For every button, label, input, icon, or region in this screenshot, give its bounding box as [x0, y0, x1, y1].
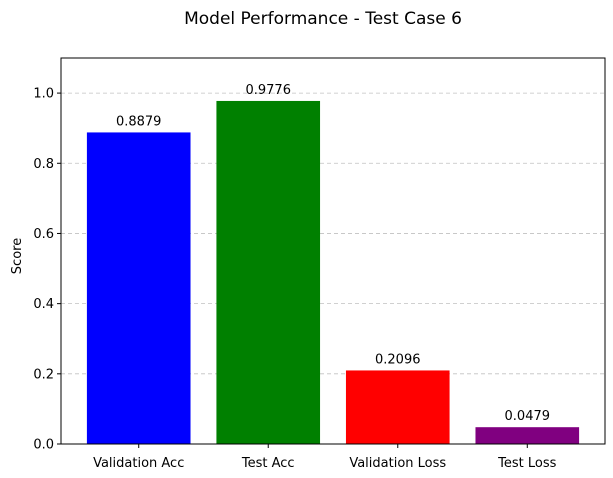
y-tick-label: 0.4 [33, 297, 54, 312]
y-tick-label: 0.2 [33, 367, 54, 382]
bar [86, 132, 191, 445]
bar-labels-group: 0.8879 0.9776 0.2096 0.0479 [116, 83, 550, 424]
x-axis: Validation Acc Test Acc Validation Loss Tes… [93, 444, 557, 471]
bar-value-label: 0.9776 [245, 83, 291, 98]
y-tick-label: 1.0 [33, 87, 54, 102]
y-tick-label: 0.8 [33, 157, 54, 172]
y-tick-label: 0.6 [33, 227, 54, 242]
x-tick-label: Test Acc [241, 456, 295, 471]
x-tick-label: Validation Acc [93, 456, 184, 471]
y-axis-label: Score [10, 238, 25, 274]
bar-value-label: 0.2096 [375, 352, 421, 367]
bar-value-label: 0.0479 [505, 409, 551, 424]
chart-title: Model Performance - Test Case 6 [184, 9, 462, 29]
x-tick-label: Test Loss [497, 456, 556, 471]
bar-value-label: 0.8879 [116, 114, 162, 129]
x-tick-label: Validation Loss [349, 456, 446, 471]
bar [216, 100, 321, 445]
bar [345, 370, 450, 444]
bar [475, 427, 580, 444]
y-axis: 0.0 0.2 0.4 0.6 0.8 1.0 [33, 87, 61, 453]
bars-group [86, 100, 580, 445]
plot-area [60, 57, 606, 445]
y-tick-label: 0.0 [33, 438, 54, 453]
